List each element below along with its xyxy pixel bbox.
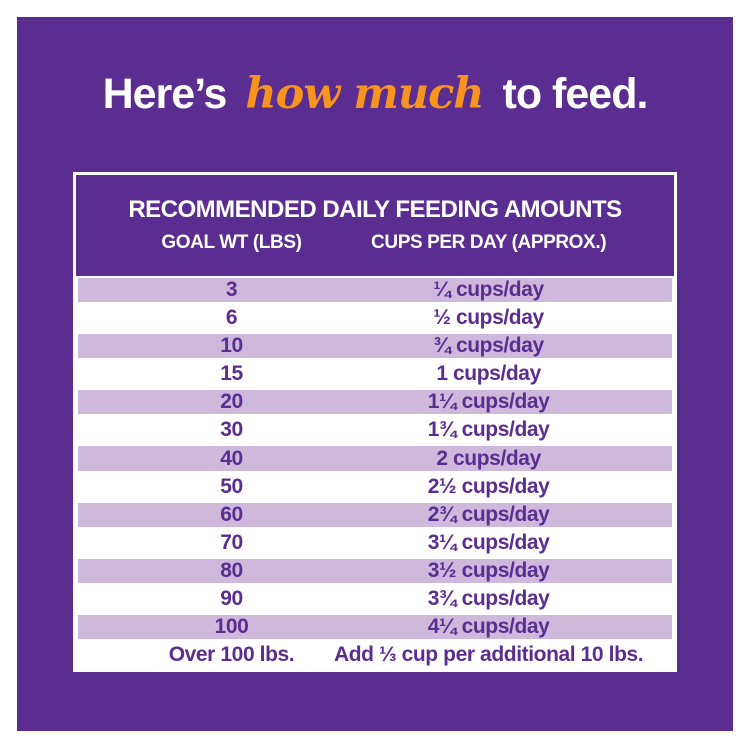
cell-cups-per-day: 3½ cups/day	[427, 558, 550, 582]
cell-goal-weight: 100	[214, 614, 249, 638]
table-row: 100 4¼ cups/day	[76, 612, 674, 642]
cell-goal-weight: 50	[220, 474, 243, 498]
table-row: 30 1¾ cups/day	[76, 416, 674, 445]
headline-highlight: how much	[245, 69, 484, 119]
cell-goal-weight: 20	[220, 390, 243, 414]
cell-goal-weight: 70	[220, 530, 243, 554]
headline: Here’s how much to feed.	[17, 73, 733, 116]
table-row: 80 3½ cups/day	[76, 556, 674, 585]
table-row: 15 1 cups/day	[76, 360, 674, 389]
cell-cups-per-day: ¾ cups/day	[433, 334, 544, 358]
table-row: 40 2 cups/day	[76, 444, 674, 473]
cell-goal-weight: 15	[220, 362, 243, 386]
cell-cups-per-day: 1¾ cups/day	[427, 418, 550, 442]
cell-goal-weight: 90	[220, 586, 243, 610]
feeding-table: RECOMMENDED DAILY FEEDING AMOUNTS GOAL W…	[73, 172, 677, 672]
cell-cups-per-day: 1 cups/day	[436, 362, 541, 386]
cell-cups-per-day: 2¾ cups/day	[427, 502, 550, 526]
cell-cups-per-day: 2½ cups/day	[427, 474, 550, 498]
cell-goal-weight: 3	[225, 278, 238, 302]
cell-cups-per-day: 3¼ cups/day	[427, 530, 550, 554]
headline-suffix: to feed.	[502, 70, 649, 118]
table-row: 3 ¼ cups/day	[76, 276, 674, 305]
table-row: 70 3¼ cups/day	[76, 528, 674, 557]
cell-cups-per-day: 3¾ cups/day	[427, 586, 550, 610]
table-row: 6 ½ cups/day	[76, 304, 674, 333]
cell-cups-per-day: 1¼ cups/day	[427, 390, 550, 414]
cell-cups-per-day: Add ⅓ cup per additional 10 lbs.	[333, 643, 644, 667]
cell-goal-weight: 60	[220, 502, 243, 526]
cell-cups-per-day: ½ cups/day	[433, 306, 544, 330]
cell-goal-weight: Over 100 lbs.	[168, 643, 295, 667]
table-row: 90 3¾ cups/day	[76, 584, 674, 613]
cell-goal-weight: 80	[220, 558, 243, 582]
cell-goal-weight: 30	[220, 418, 243, 442]
cell-goal-weight: 10	[220, 334, 243, 358]
cell-cups-per-day: 4¼ cups/day	[427, 614, 550, 638]
table-row: 20 1¼ cups/day	[76, 388, 674, 417]
table-row: 10 ¾ cups/day	[76, 332, 674, 361]
table-title: RECOMMENDED DAILY FEEDING AMOUNTS	[128, 196, 622, 223]
purple-panel: Here’s how much to feed. RECOMMENDED DAI…	[17, 17, 733, 731]
table-row: 60 2¾ cups/day	[76, 500, 674, 529]
headline-prefix: Here’s	[102, 70, 228, 118]
cell-cups-per-day: ¼ cups/day	[433, 278, 544, 302]
table-row: 50 2½ cups/day	[76, 472, 674, 501]
cell-goal-weight: 6	[225, 306, 238, 330]
table-row: Over 100 lbs. Add ⅓ cup per additional 10…	[76, 641, 674, 670]
cell-goal-weight: 40	[220, 446, 243, 470]
cell-cups-per-day: 2 cups/day	[436, 446, 541, 470]
column-header-goal-weight: GOAL WT (LBS)	[161, 232, 302, 253]
table-header: RECOMMENDED DAILY FEEDING AMOUNTS GOAL W…	[76, 175, 674, 276]
column-header-cups-per-day: CUPS PER DAY (APPROX.)	[371, 232, 607, 253]
